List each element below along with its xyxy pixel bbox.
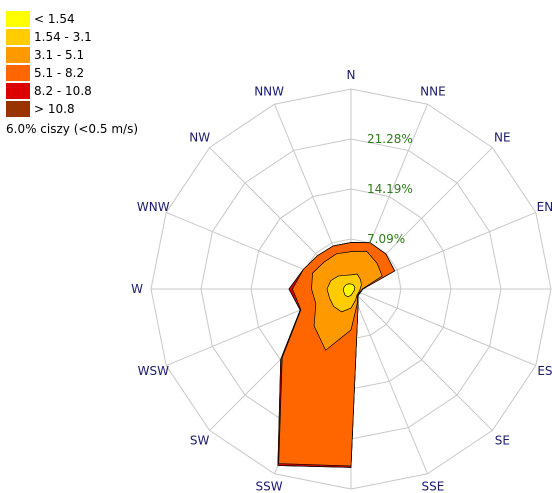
direction-label: ESE [537,364,552,378]
grid-spoke [350,288,428,474]
direction-label: WNW [137,200,170,214]
legend-label: 8.2 - 10.8 [34,84,92,98]
legend-swatch [6,47,30,63]
ring-label: 21.28% [367,132,413,146]
direction-label: NE [494,131,511,145]
legend-swatch [6,11,30,27]
direction-label: NW [189,131,210,145]
direction-label: NNW [254,84,284,98]
direction-label: WSW [138,364,169,378]
direction-label: N [347,68,356,82]
direction-label: SW [190,433,210,447]
legend-swatch [6,29,30,45]
legend-item: 1.54 - 3.1 [6,28,138,46]
ring-label: 14.19% [367,182,413,196]
direction-label: SSW [256,480,283,493]
direction-label: W [131,282,143,296]
legend-label: 1.54 - 3.1 [34,30,92,44]
legend-item: 3.1 - 5.1 [6,46,138,64]
legend-item: > 10.8 [6,100,138,118]
legend-item: 8.2 - 10.8 [6,82,138,100]
legend-item: < 1.54 [6,10,138,28]
legend-label: > 10.8 [34,102,75,116]
direction-label: SE [495,433,510,447]
legend-label: 3.1 - 5.1 [34,48,85,62]
direction-label: ENE [537,200,552,214]
grid-spoke [350,288,493,431]
series-area [342,283,356,298]
legend-swatch [6,83,30,99]
legend-label: 5.1 - 8.2 [34,66,85,80]
direction-label: NNE [420,84,446,98]
calm-label: 6.0% ciszy (<0.5 m/s) [6,122,138,136]
legend: < 1.54 1.54 - 3.1 3.1 - 5.1 5.1 - 8.2 8.… [6,10,138,136]
direction-label: SSE [421,480,444,493]
legend-swatch [6,65,30,81]
series-area [278,242,396,467]
legend-label: < 1.54 [34,12,75,26]
legend-swatch [6,101,30,117]
grid-spoke [350,288,536,366]
legend-item: 5.1 - 8.2 [6,64,138,82]
ring-label: 7.09% [367,232,405,246]
